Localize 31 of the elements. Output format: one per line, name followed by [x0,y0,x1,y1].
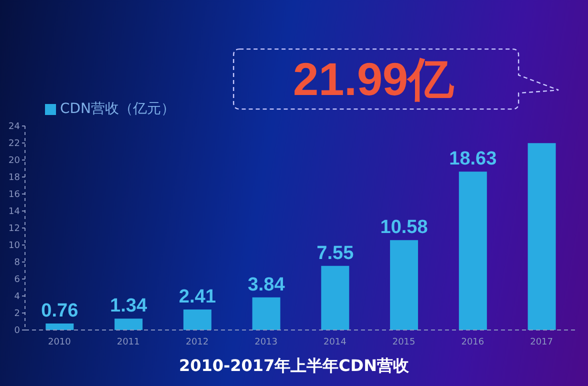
x-tick-label: 2017 [530,337,554,348]
data-label: 7.55 [316,242,354,264]
x-tick-label: 2014 [323,337,347,348]
annotation: 21.99亿 [293,53,456,106]
x-tick-label: 2010 [48,337,72,348]
data-label: 1.34 [110,296,148,317]
y-tick-label: 2 [14,309,20,320]
y-tick-label: 0 [14,326,20,336]
x-tick-label: 2016 [461,337,484,348]
x-tick-label: 2013 [254,337,278,348]
data-label: 2.41 [178,286,216,308]
x-tick-label: 2015 [392,337,416,348]
x-tick-label: 2011 [116,337,140,348]
y-tick-label: 6 [14,275,20,286]
y-tick-label: 12 [8,224,20,234]
data-label: 18.63 [449,148,497,170]
data-label: 0.76 [41,300,78,322]
y-tick-label: 8 [14,258,20,268]
y-tick-label: 10 [8,241,20,252]
y-tick-label: 20 [8,156,20,166]
y-tick-label: 4 [14,292,20,302]
legend-label: CDN营收（亿元） [60,101,176,117]
y-tick-label: 22 [8,139,20,150]
y-tick-label: 16 [8,190,20,200]
data-label: 10.58 [380,217,428,238]
y-tick-label: 18 [8,173,20,184]
data-label: 3.84 [248,274,286,296]
x-tick-label: 2012 [186,337,209,348]
text: 2010-2017年上半年CDN营收 [178,356,410,377]
y-tick-label: 14 [8,207,20,218]
y-tick-label: 24 [8,122,20,132]
